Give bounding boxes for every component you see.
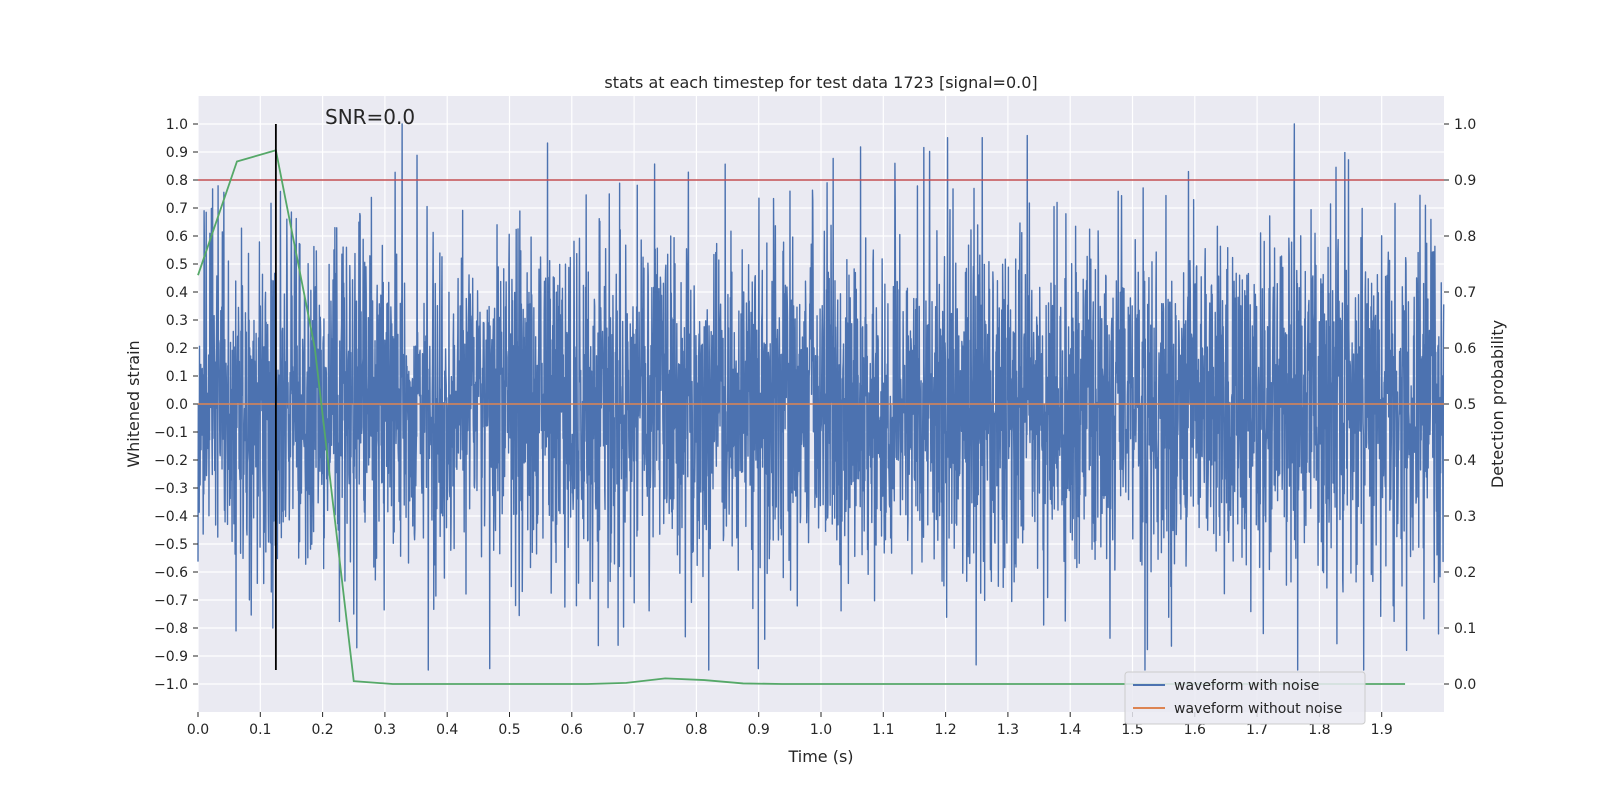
x-axis-label: Time (s)	[787, 747, 853, 766]
x-tick-label: 1.2	[934, 722, 956, 738]
y2-tick-label: 0.8	[1454, 229, 1476, 245]
y2-tick-label: 0.4	[1454, 453, 1476, 469]
x-tick-label: 0.2	[311, 722, 333, 738]
x-tick-label: 0.7	[623, 722, 645, 738]
x-tick-label: 1.4	[1059, 722, 1081, 738]
snr-annotation: SNR=0.0	[325, 105, 415, 129]
legend-label-waveform-with-noise: waveform with noise	[1174, 678, 1319, 694]
y-tick-label: −0.2	[154, 453, 188, 469]
y-tick-label: 0.2	[166, 341, 188, 357]
legend-label-waveform-without-noise: waveform without noise	[1174, 701, 1342, 717]
y-tick-label: −0.1	[154, 425, 188, 441]
x-tick-label: 1.5	[1121, 722, 1143, 738]
y2-tick-label: 0.2	[1454, 565, 1476, 581]
y-tick-label: 0.6	[166, 229, 188, 245]
y-tick-label: −0.8	[154, 621, 188, 637]
y2-tick-label: 0.9	[1454, 173, 1476, 189]
y-tick-label: 0.0	[166, 397, 188, 413]
y2-axis-label: Detection probability	[1488, 320, 1507, 488]
x-tick-label: 0.6	[561, 722, 583, 738]
y2-tick-label: 0.3	[1454, 509, 1476, 525]
x-tick-label: 0.4	[436, 722, 458, 738]
y2-tick-label: 0.1	[1454, 621, 1476, 637]
series-waveform-with-noise	[197, 123, 1445, 671]
y2-tick-label: 0.6	[1454, 341, 1476, 357]
y2-tick-label: 0.5	[1454, 397, 1476, 413]
y-tick-label: −1.0	[154, 677, 188, 693]
x-tick-label: 0.0	[187, 722, 209, 738]
y-tick-label: 0.4	[166, 285, 188, 301]
x-tick-label: 1.0	[810, 722, 832, 738]
x-tick-label: 1.9	[1371, 722, 1393, 738]
axis-ticks: 0.0 0.1 0.2 0.3 0.4 0.5 0.6 0.7 0.8 0.9 1.0 1.1 1.2 1…	[154, 117, 1476, 738]
x-tick-label: 0.5	[498, 722, 520, 738]
x-tick-label: 1.1	[872, 722, 894, 738]
x-tick-label: 0.9	[748, 722, 770, 738]
y-tick-label: −0.6	[154, 565, 188, 581]
x-tick-label: 1.6	[1184, 722, 1206, 738]
y-tick-label: 0.9	[166, 145, 188, 161]
x-tick-label: 0.3	[374, 722, 396, 738]
y-tick-label: −0.9	[154, 649, 188, 665]
y-tick-label: 1.0	[166, 117, 188, 133]
chart-title: stats at each timestep for test data 172…	[604, 73, 1037, 92]
y-tick-label: −0.3	[154, 481, 188, 497]
y-tick-label: −0.5	[154, 537, 188, 553]
x-tick-label: 1.8	[1308, 722, 1330, 738]
y2-tick-label: 0.0	[1454, 677, 1476, 693]
y-tick-label: 0.5	[166, 257, 188, 273]
y-tick-label: −0.7	[154, 593, 188, 609]
x-tick-label: 0.1	[249, 722, 271, 738]
y2-tick-label: 0.7	[1454, 285, 1476, 301]
y-tick-label: 0.1	[166, 369, 188, 385]
legend-box	[1124, 671, 1366, 725]
legend: waveform with noise waveform without noi…	[1124, 671, 1366, 725]
x-tick-label: 1.3	[997, 722, 1019, 738]
y2-tick-label: 1.0	[1454, 117, 1476, 133]
y-axis-label: Whitened strain	[124, 340, 143, 467]
y-tick-label: 0.8	[166, 173, 188, 189]
y-tick-label: 0.3	[166, 313, 188, 329]
x-tick-label: 0.8	[685, 722, 707, 738]
x-tick-label: 1.7	[1246, 722, 1268, 738]
y-tick-label: 0.7	[166, 201, 188, 217]
y-tick-label: −0.4	[154, 509, 188, 525]
